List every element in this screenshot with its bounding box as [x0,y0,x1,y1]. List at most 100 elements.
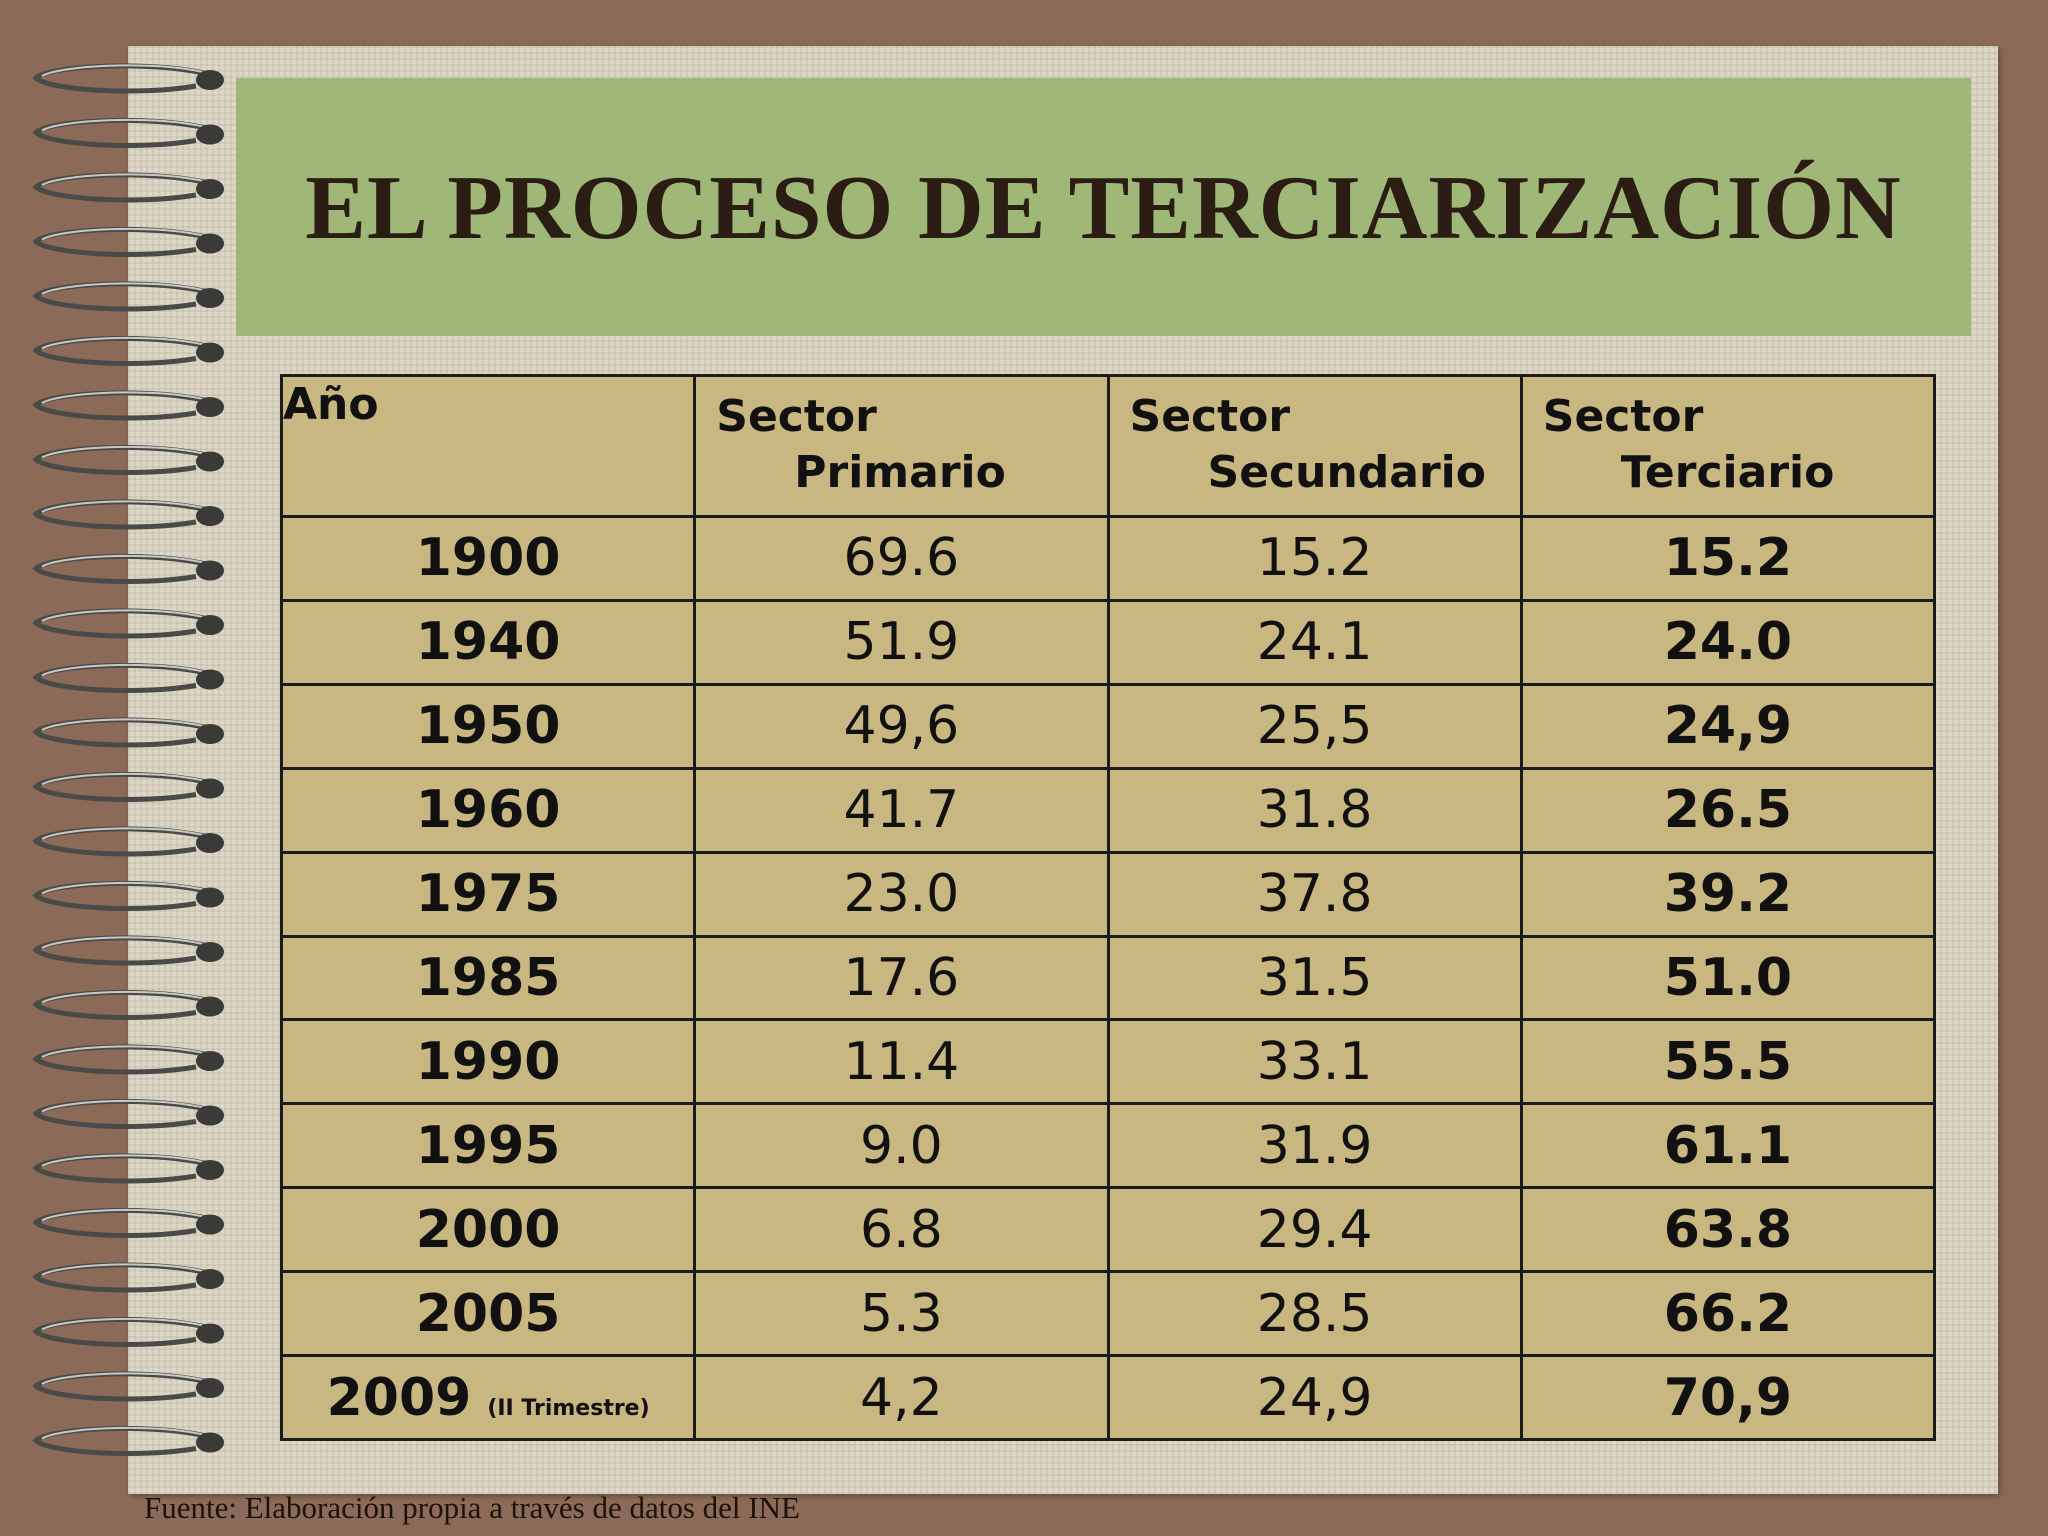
spiral-ring [32,1098,224,1130]
secondary-cell: 24,9 [1106,1354,1523,1441]
primary-cell: 4,2 [693,1354,1110,1441]
table-header-row: Año Sector Primario Sector Secundario Se… [279,374,1937,518]
tertiary-cell: 55.5 [1519,1018,1937,1106]
spiral-ring [32,499,224,530]
header-secondary: Sector Secundario [1106,374,1523,518]
table-row: 1975 23.0 37.8 39.2 [279,850,1937,938]
year-value: 1950 [415,696,561,757]
spiral-ring [32,444,224,476]
secondary-cell: 25,5 [1106,682,1523,770]
primary-cell: 41.7 [693,766,1110,854]
year-cell: 2005 [279,1270,697,1358]
tertiary-cell: 66.2 [1519,1270,1937,1358]
secondary-cell: 37.8 [1106,850,1523,938]
year-value: 2000 [415,1199,561,1260]
secondary-cell: 33.1 [1106,1018,1523,1106]
primary-cell: 5.3 [693,1270,1110,1358]
year-value: 1960 [415,780,561,841]
year-value: 1940 [415,612,561,673]
header-secondary-line1: Sector [1129,391,1291,442]
primary-cell: 17.6 [693,934,1110,1022]
table-row: 1990 11.4 33.1 55.5 [279,1018,1937,1106]
table-row: 2005 5.3 28.5 66.2 [279,1270,1937,1358]
year-value: 2005 [415,1283,561,1344]
header-year: Año [279,374,697,518]
tertiary-cell: 24.0 [1519,598,1937,686]
year-cell: 1995 [279,1102,697,1190]
tertiary-cell: 24,9 [1519,682,1937,770]
secondary-cell: 29.4 [1106,1186,1523,1274]
tertiary-cell: 26.5 [1519,766,1937,854]
secondary-cell: 31.5 [1106,934,1523,1022]
spiral-ring [32,1207,224,1239]
spiral-ring [32,335,224,367]
source-note: Fuente: Elaboración propia a través de d… [144,1490,800,1525]
table-row: 1900 69.6 15.2 15.2 [279,515,1937,602]
primary-cell: 9.0 [693,1102,1110,1190]
spiral-ring [32,1044,224,1075]
header-primary: Sector Primario [693,374,1110,518]
year-cell: 1960 [279,766,697,854]
year-cell: 2000 [279,1186,697,1274]
spiral-ring [32,1316,224,1348]
year-value: 2009 [326,1367,472,1428]
spiral-ring [32,1425,224,1457]
primary-cell: 11.4 [693,1018,1110,1106]
table-row: 2009 (II Trimestre) 4,2 24,9 70,9 [279,1354,1937,1441]
secondary-cell: 28.5 [1106,1270,1523,1358]
header-tertiary-line1: Sector [1542,391,1704,442]
spiral-ring [32,608,224,639]
spiral-ring [32,1153,224,1184]
slide-title: EL PROCESO DE TERCIARIZACIÓN [305,156,1902,258]
table-row: 1960 41.7 31.8 26.5 [279,766,1937,854]
table-row: 1995 9.0 31.9 61.1 [279,1102,1937,1190]
primary-cell: 51.9 [693,598,1110,686]
year-cell: 1990 [279,1018,697,1106]
year-value: 1985 [415,947,561,1008]
tertiary-cell: 51.0 [1519,934,1937,1022]
year-cell: 1985 [279,934,697,1022]
tertiary-cell: 63.8 [1519,1186,1937,1274]
secondary-cell: 31.9 [1106,1102,1523,1190]
spiral-binding [32,63,224,1457]
title-band: EL PROCESO DE TERCIARIZACIÓN [236,78,1971,336]
table-row: 1950 49,6 25,5 24,9 [279,682,1937,770]
primary-cell: 23.0 [693,850,1110,938]
header-primary-line1: Sector [716,391,877,442]
year-cell: 1940 [279,598,697,686]
spiral-ring [32,880,224,912]
table-row: 1940 51.9 24.1 24.0 [279,598,1937,686]
secondary-cell: 31.8 [1106,766,1523,854]
table-row: 2000 6.8 29.4 63.8 [279,1186,1937,1274]
year-cell: 1900 [279,515,697,602]
primary-cell: 6.8 [693,1186,1110,1274]
year-note: (II Trimestre) [487,1395,650,1421]
tertiary-cell: 70,9 [1519,1354,1937,1441]
spiral-ring [32,1371,224,1402]
year-cell: 2009 (II Trimestre) [279,1354,697,1441]
spiral-ring [32,63,224,94]
header-tertiary: Sector Terciario [1519,374,1937,518]
spiral-ring [32,826,224,857]
spiral-ring [32,281,224,312]
header-secondary-line2: Secundario [1207,447,1486,498]
table-row: 1985 17.6 31.5 51.0 [279,934,1937,1022]
spiral-ring [32,390,224,421]
spiral-ring [32,717,224,748]
spiral-ring [32,553,224,585]
spiral-ring [32,172,224,203]
secondary-cell: 24.1 [1106,598,1523,686]
tertiary-cell: 39.2 [1519,850,1937,938]
tertiary-cell: 15.2 [1519,515,1937,602]
spiral-ring [32,117,224,149]
header-primary-line2: Primario [794,447,1006,498]
year-cell: 1975 [279,850,697,938]
secondary-cell: 15.2 [1106,515,1523,602]
year-value: 1990 [415,1031,561,1092]
primary-cell: 69.6 [693,515,1110,602]
year-value: 1975 [415,864,561,925]
tertiary-cell: 61.1 [1519,1102,1937,1190]
spiral-ring [32,771,224,803]
year-value: 1900 [415,528,561,589]
spiral-ring [32,935,224,966]
